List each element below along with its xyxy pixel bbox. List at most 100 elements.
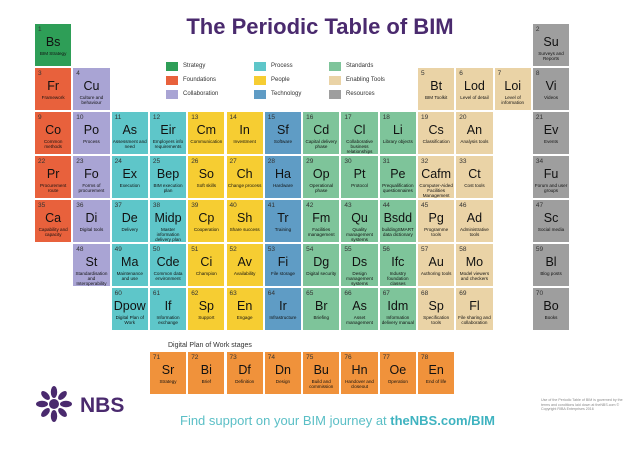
legend-swatch: [329, 76, 341, 85]
element-number: 72: [191, 354, 199, 361]
element-number: 42: [306, 202, 314, 209]
element-name: Process: [83, 139, 100, 144]
element-idm: 67 Idm Information delivery manual: [378, 287, 417, 331]
element-symbol: As: [122, 123, 138, 137]
element-number: 8: [535, 70, 540, 77]
element-cu: 4 Cu Culture and behaviour: [72, 67, 111, 111]
element-symbol: En: [428, 363, 444, 377]
element-number: 55: [344, 246, 352, 253]
dpow-stage-hn: 76 Hn Handover and closeout: [340, 351, 379, 395]
element-number: 11: [114, 114, 122, 121]
element-number: 29: [306, 158, 314, 165]
element-symbol: Sr: [161, 363, 175, 377]
element-symbol: An: [466, 123, 483, 137]
element-name: Engage: [236, 315, 253, 320]
element-symbol: Dg: [313, 255, 330, 269]
legend-swatch: [254, 76, 266, 85]
element-symbol: Lod: [464, 79, 485, 93]
element-li: 18 Li Library objects: [378, 111, 417, 155]
copyright-footnote: Use of the Periodic Table of BIM is gove…: [541, 398, 623, 412]
element-number: 56: [382, 246, 390, 253]
element-number: 69: [459, 290, 467, 297]
element-symbol: Cafm: [421, 167, 452, 181]
element-pt: 30 Pt Protocol: [340, 155, 379, 199]
legend-label: People: [271, 77, 290, 83]
element-symbol: Su: [543, 35, 559, 49]
element-name: Facilities management: [307, 227, 335, 238]
element-symbol: Pe: [390, 167, 406, 181]
element-fl: 69 Fl File sharing and collaboration: [455, 287, 494, 331]
element-name: Level of detail: [460, 95, 489, 100]
element-name: BIM Strategy: [39, 51, 67, 56]
element-name: Design: [275, 379, 291, 384]
element-name: Prequalification questionnaires: [382, 183, 414, 194]
element-number: 28: [267, 158, 276, 165]
element-name: Industry foundation classes: [387, 271, 409, 287]
legend-label: Foundations: [183, 77, 217, 83]
element-number: 51: [191, 246, 199, 253]
element-symbol: Oe: [389, 363, 407, 377]
element-ha: 28 Ha Hardware: [263, 155, 303, 199]
element-number: 26: [191, 158, 199, 165]
element-number: 5: [421, 70, 425, 77]
legend-item-process: Process: [254, 62, 293, 71]
element-symbol: Fu: [543, 167, 559, 181]
element-as: 11 As Assessment and need: [110, 111, 149, 155]
element-symbol: Cde: [156, 255, 180, 269]
element-ma: 49 Ma Maintenance and use: [110, 243, 149, 287]
element-number: 70: [535, 290, 544, 297]
element-number: 14: [229, 114, 237, 121]
element-ad: 46 Ad Administrative tools: [455, 199, 494, 243]
element-name: Common methods: [43, 139, 63, 150]
dpow-stage-bu: 75 Bu Build and commission: [302, 351, 341, 395]
element-name: Assessment and need: [112, 139, 147, 150]
element-symbol: Dpow: [113, 299, 146, 313]
legend-label: Technology: [271, 91, 302, 97]
legend-swatch: [329, 62, 341, 71]
element-symbol: Fl: [469, 299, 480, 313]
legend-swatch: [166, 62, 178, 71]
dpow-stage-sr: 71 Sr Strategy: [148, 351, 188, 395]
element-symbol: Loi: [504, 79, 522, 93]
legend-label: Standards: [346, 63, 374, 69]
element-number: 40: [229, 202, 237, 209]
element-name: Champion: [195, 271, 217, 276]
element-symbol: As: [352, 299, 367, 313]
element-number: 65: [306, 290, 314, 297]
element-name: Master information delivery plan: [155, 227, 181, 243]
legend-label: Process: [271, 63, 293, 69]
element-number: 73: [229, 354, 237, 361]
support-text: Find support on your BIM journey at: [180, 413, 391, 428]
element-number: 48: [76, 246, 84, 253]
element-number: 76: [344, 354, 352, 361]
element-name: Computer-Aided Facilities Management: [419, 183, 453, 199]
element-cm: 13 Cm Communication: [187, 111, 226, 155]
element-symbol: Bep: [156, 167, 180, 181]
element-number: 74: [267, 354, 276, 361]
element-number: 68: [421, 290, 429, 297]
element-symbol: Li: [392, 123, 403, 137]
element-number: 25: [152, 158, 161, 165]
element-symbol: Eir: [160, 123, 176, 137]
element-cl: 17 Cl Collaborative business relationships: [340, 111, 379, 155]
element-symbol: Br: [314, 299, 328, 313]
element-name: Common data environment: [153, 271, 183, 282]
element-symbol: Cd: [313, 123, 330, 137]
legend-item-foundations: Foundations: [166, 76, 216, 85]
element-mo: 58 Mo Model viewers and checkers: [455, 243, 494, 287]
element-symbol: Pt: [353, 167, 366, 181]
element-symbol: Co: [45, 123, 62, 137]
element-number: 2: [535, 26, 540, 33]
element-name: Digital Plan of Work: [115, 315, 144, 326]
support-link[interactable]: theNBS.com/BIM: [390, 413, 496, 428]
element-di: 36 Di Digital tools: [72, 199, 111, 243]
element-name: Surveys and Reports: [538, 51, 564, 62]
element-symbol: Hn: [351, 363, 368, 377]
element-number: 10: [76, 114, 84, 121]
element-symbol: Di: [85, 211, 98, 225]
element-symbol: Tr: [277, 211, 289, 225]
element-number: 1: [38, 26, 42, 33]
element-symbol: Ct: [468, 167, 481, 181]
element-name: Information exchange: [156, 315, 180, 326]
element-op: 29 Op Operational phase: [302, 155, 341, 199]
